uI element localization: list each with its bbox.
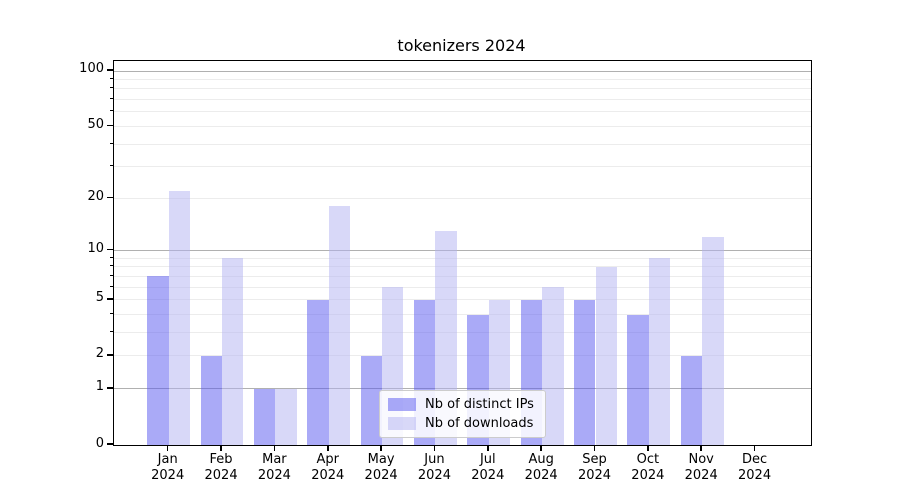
x-tick-label-jan: Jan 2024 xyxy=(151,452,185,483)
y-tick-mark-minor xyxy=(109,124,113,126)
y-tick-mark-minor xyxy=(109,354,113,356)
bar-distinct-ips-apr xyxy=(307,299,329,445)
y-tick-mark-minor xyxy=(109,285,113,287)
gridline-minor xyxy=(114,99,811,101)
gridline-minor xyxy=(114,314,811,316)
bar-downloads-sep xyxy=(595,266,617,445)
x-tick-mark xyxy=(327,445,329,451)
legend-swatch-distinct-ips xyxy=(388,398,416,411)
bar-downloads-nov xyxy=(702,237,724,445)
bar-downloads-oct xyxy=(648,258,671,445)
y-tick-mark-minor xyxy=(109,274,113,276)
gridline-minor xyxy=(114,78,811,80)
legend-label-downloads: Nb of downloads xyxy=(425,416,534,431)
y-tick-mark-minor xyxy=(109,256,113,258)
y-tick-label-100: 100 xyxy=(79,61,104,77)
x-tick-label-may: May 2024 xyxy=(364,452,398,483)
bar-downloads-aug xyxy=(542,287,564,445)
x-tick-label-nov: Nov 2024 xyxy=(684,452,718,483)
gridline-minor xyxy=(114,355,811,357)
gridline-major xyxy=(114,388,811,390)
y-tick-mark xyxy=(107,248,113,251)
gridline-major xyxy=(114,250,811,252)
bar-distinct-ips-sep xyxy=(574,299,596,445)
x-tick-label-jul: Jul 2024 xyxy=(471,452,505,483)
y-tick-label-20: 20 xyxy=(87,188,104,204)
bar-distinct-ips-nov xyxy=(680,355,703,445)
y-tick-label-10: 10 xyxy=(87,241,104,257)
legend-item-downloads: Nb of downloads xyxy=(388,416,537,431)
x-tick-label-jun: Jun 2024 xyxy=(417,452,451,483)
y-tick-mark xyxy=(107,387,113,389)
y-tick-mark-minor xyxy=(109,313,113,315)
bar-downloads-jan xyxy=(168,190,191,445)
x-tick-mark xyxy=(433,445,436,451)
bar-downloads-feb xyxy=(222,258,244,445)
bar-distinct-ips-may xyxy=(360,355,383,445)
x-tick-mark xyxy=(380,445,382,451)
chart-title: tokenizers 2024 xyxy=(397,36,526,55)
legend: Nb of distinct IPs Nb of downloads xyxy=(379,390,546,438)
bar-distinct-ips-feb xyxy=(200,355,223,445)
gridline-minor xyxy=(114,332,811,334)
x-tick-mark xyxy=(487,445,489,451)
bar-distinct-ips-mar xyxy=(254,388,276,445)
x-tick-mark xyxy=(700,445,702,451)
x-tick-label-sep: Sep 2024 xyxy=(577,452,612,483)
gridline-minor xyxy=(114,299,811,301)
gridline-minor xyxy=(114,197,811,199)
y-tick-mark-minor xyxy=(109,110,113,112)
x-tick-mark xyxy=(273,445,276,451)
x-tick-mark xyxy=(540,445,542,451)
x-tick-label-aug: Aug 2024 xyxy=(524,452,558,483)
gridline-minor xyxy=(114,88,811,90)
legend-item-distinct-ips: Nb of distinct IPs xyxy=(388,397,537,412)
x-tick-label-oct: Oct 2024 xyxy=(631,452,665,483)
plot-area: Nb of distinct IPs Nb of downloads xyxy=(113,60,812,446)
y-tick-mark-minor xyxy=(109,331,113,333)
gridline-minor xyxy=(114,125,811,127)
legend-label-distinct-ips: Nb of distinct IPs xyxy=(425,397,534,412)
gridline-minor xyxy=(114,111,811,113)
y-tick-mark-minor xyxy=(109,77,113,79)
x-tick-mark xyxy=(593,445,596,451)
y-tick-label-2: 2 xyxy=(95,346,104,362)
gridline-major xyxy=(114,70,811,72)
gridline-minor xyxy=(114,286,811,288)
y-tick-label-5: 5 xyxy=(95,290,104,306)
y-tick-label-50: 50 xyxy=(87,116,104,132)
y-tick-mark xyxy=(107,69,113,71)
bar-distinct-ips-oct xyxy=(627,314,649,445)
y-tick-mark xyxy=(107,443,113,445)
y-tick-mark-minor xyxy=(109,98,113,100)
x-tick-label-apr: Apr 2024 xyxy=(311,452,345,483)
legend-swatch-downloads xyxy=(388,417,416,430)
x-tick-mark xyxy=(166,445,169,451)
gridline-minor xyxy=(114,266,811,268)
y-tick-mark-minor xyxy=(109,87,113,89)
x-tick-label-feb: Feb 2024 xyxy=(204,452,238,483)
y-tick-label-1: 1 xyxy=(95,379,104,395)
bar-distinct-ips-jan xyxy=(147,276,169,445)
x-tick-mark xyxy=(647,445,649,451)
y-tick-mark-minor xyxy=(109,165,113,167)
y-tick-mark-minor xyxy=(109,196,113,198)
gridline-minor xyxy=(114,257,811,259)
x-tick-label-dec: Dec 2024 xyxy=(738,452,772,483)
y-tick-mark-minor xyxy=(109,142,113,144)
y-tick-mark-minor xyxy=(109,298,113,300)
y-tick-mark-minor xyxy=(109,265,113,267)
x-tick-mark xyxy=(220,445,222,451)
y-tick-label-0: 0 xyxy=(95,435,104,451)
x-tick-mark xyxy=(753,445,756,451)
gridline-minor xyxy=(114,166,811,168)
bar-downloads-apr xyxy=(328,206,351,445)
bar-downloads-mar xyxy=(275,388,297,445)
x-tick-label-mar: Mar 2024 xyxy=(257,452,291,483)
gridline-minor xyxy=(114,275,811,277)
gridline-minor xyxy=(114,143,811,145)
